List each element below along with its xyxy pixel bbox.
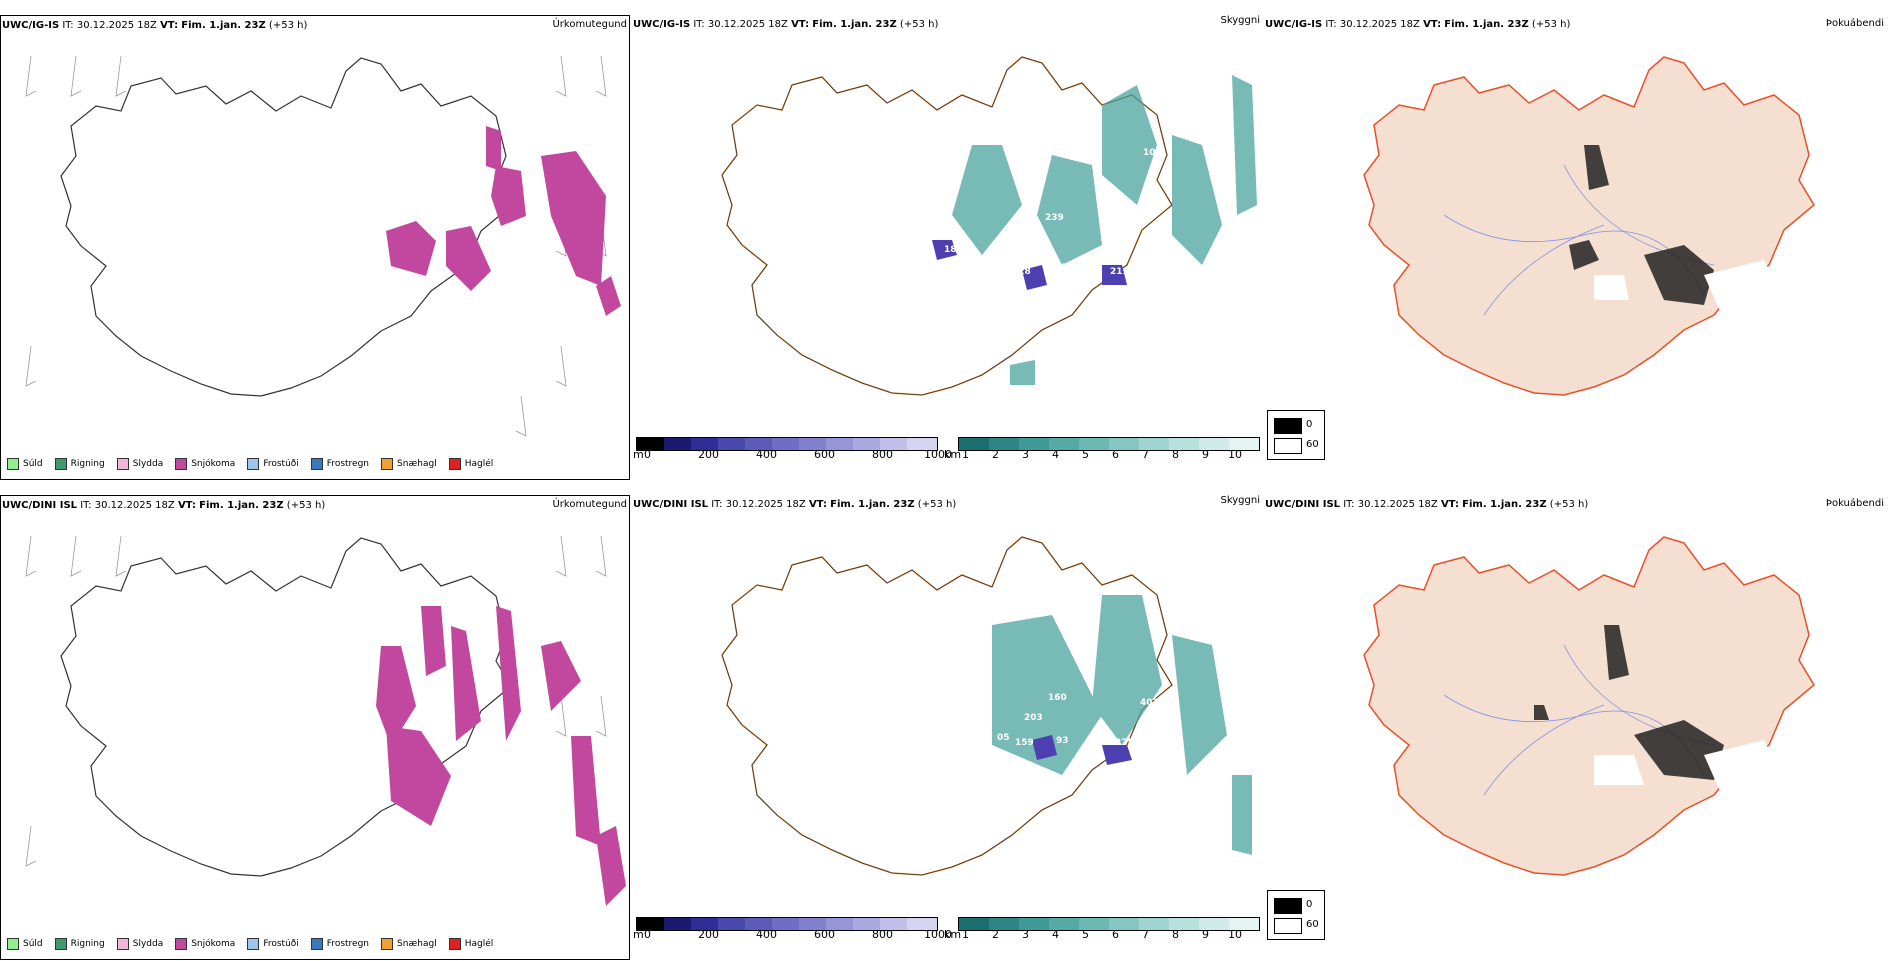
precip-type-panel-row2: UWC/DINI ISL IT: 30.12.2025 18Z VT: Fim.…	[0, 495, 630, 960]
cloud-map	[721, 536, 1252, 876]
panel-header: UWC/IG-IS IT: 30.12.2025 18Z VT: Fim. 1.…	[633, 19, 939, 30]
ceiling-label: 160	[1048, 693, 1067, 703]
cloud-panel-row1: UWC/IG-IS IT: 30.12.2025 18Z VT: Fim. 1.…	[632, 15, 1262, 480]
legend-item-7: Haglél	[448, 458, 493, 470]
legend-item-5: Frostregn	[310, 458, 369, 470]
model-name: UWC/IG-IS	[2, 20, 60, 31]
ceiling-label: 407	[1140, 698, 1159, 708]
panel-header: UWC/DINI ISL IT: 30.12.2025 18Z VT: Fim.…	[2, 500, 326, 511]
scale-unit: m	[633, 448, 644, 461]
ceiling-label: 26	[1102, 738, 1115, 748]
cloud-panel-row2: UWC/DINI ISL IT: 30.12.2025 18Z VT: Fim.…	[632, 495, 1262, 960]
visibility-area	[952, 75, 1257, 385]
precip-map	[25, 55, 621, 437]
fog-panel-row1: UWC/IG-IS IT: 30.12.2025 18Z VT: Fim. 1.…	[1264, 15, 1894, 480]
ceiling-label: 189	[944, 245, 963, 255]
panel-title: Úrkomutegund	[552, 19, 627, 30]
ceiling-label: 278	[1104, 243, 1123, 253]
vt-value: Fim. 1.jan. 23Z	[181, 20, 266, 31]
ceiling-label: 128	[1012, 267, 1031, 277]
ceiling-label: 05	[997, 733, 1010, 743]
it-label: IT:	[62, 20, 74, 31]
fog-value-legend: 0 60	[1267, 410, 1325, 460]
legend-item-6: Snæhagl	[381, 458, 437, 470]
legend-item-0: Súld	[7, 458, 43, 470]
ceiling-label: 93	[1056, 736, 1069, 746]
vt-label: VT:	[160, 20, 179, 31]
fog-map	[1363, 56, 1815, 396]
panel-header: UWC/IG-IS IT: 30.12.2025 18Z VT: Fim. 1.…	[1265, 19, 1571, 30]
ceiling-label: 239	[1045, 213, 1064, 223]
ceiling-label: 87	[1055, 263, 1068, 273]
panel-title: Þokuábendi	[1825, 498, 1884, 509]
panel-title: Úrkomutegund	[552, 499, 627, 510]
precip-legend: Súld Rigning Slydda Snjókoma Frostúði Fr…	[7, 938, 493, 950]
fog-map	[1363, 536, 1815, 876]
wind-barbs	[25, 55, 607, 437]
ceiling-label: 211	[1110, 267, 1129, 277]
panel-title: Skyggni	[1220, 495, 1260, 506]
legend-item-1: Rigning	[54, 458, 105, 470]
snow-area	[376, 606, 626, 906]
ceiling-label: 105	[1143, 148, 1162, 158]
ceiling-area	[932, 240, 1127, 290]
fog-panel-row2: UWC/DINI ISL IT: 30.12.2025 18Z VT: Fim.…	[1264, 495, 1894, 960]
panel-title: Þokuábendi	[1825, 18, 1884, 29]
panel-header: UWC/DINI ISL IT: 30.12.2025 18Z VT: Fim.…	[633, 499, 957, 510]
panel-title: Skyggni	[1220, 15, 1260, 26]
legend-item-2: Slydda	[116, 458, 163, 470]
scale-unit: km	[944, 448, 962, 461]
legend-item-3: Snjókoma	[175, 458, 235, 470]
legend-item-4: Frostúði	[247, 458, 299, 470]
it-value: 30.12.2025 18Z	[76, 20, 157, 31]
ceiling-label: 74	[993, 255, 1006, 265]
precip-map	[25, 535, 626, 906]
fog-value-legend: 0 60	[1267, 890, 1325, 940]
cloud-map	[721, 56, 1257, 396]
ceiling-label: 203	[1024, 713, 1043, 723]
snow-area	[386, 126, 621, 316]
panel-header: UWC/IG-IS IT: 30.12.2025 18Z VT: Fim. 1.…	[2, 20, 307, 31]
lead-time: (+53 h)	[268, 20, 308, 31]
panel-header: UWC/DINI ISL IT: 30.12.2025 18Z VT: Fim.…	[1265, 499, 1589, 510]
precip-legend: Súld Rigning Slydda Snjókoma Frostúði Fr…	[7, 458, 493, 470]
ceiling-label: 555	[1023, 233, 1042, 243]
precip-type-panel-row1: UWC/IG-IS IT: 30.12.2025 18Z VT: Fim. 1.…	[0, 15, 630, 480]
fog-area	[1569, 145, 1714, 305]
ceiling-label: 275	[1115, 738, 1134, 748]
ceiling-label: 159	[1015, 738, 1034, 748]
